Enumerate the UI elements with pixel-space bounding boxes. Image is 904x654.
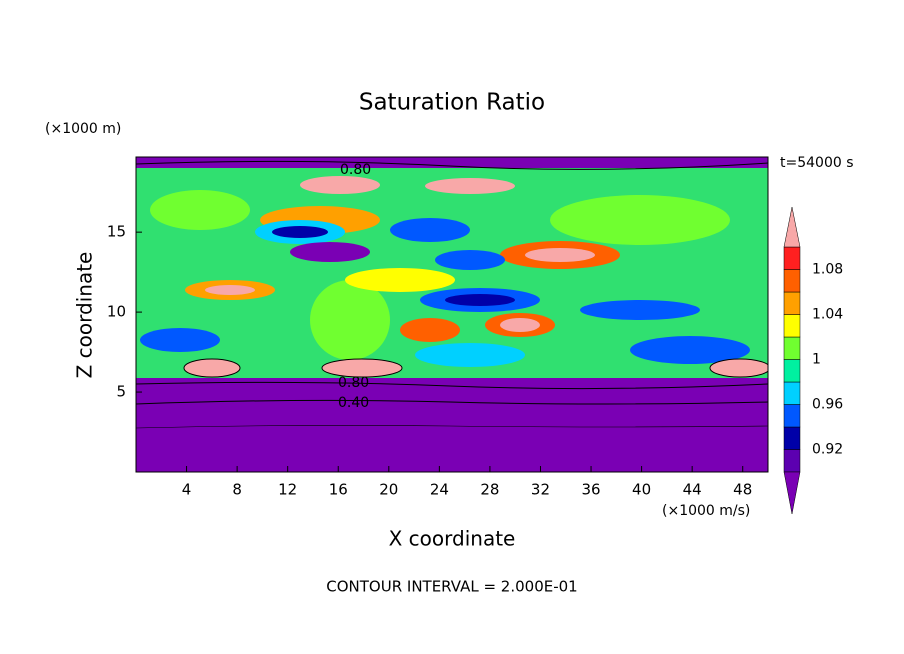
field-blob [445, 294, 515, 306]
x-tick-label: 36 [581, 481, 600, 499]
field-blob [310, 280, 390, 360]
field-blob [415, 343, 525, 367]
colorbar-tick-label: 1.08 [812, 262, 843, 278]
field-blob [709, 358, 768, 378]
x-tick-label: 28 [480, 481, 499, 499]
colorbar-under [783, 471, 801, 515]
colorbar-band [783, 404, 801, 428]
field-blob [390, 218, 470, 242]
y-tick-label: 10 [107, 303, 126, 321]
field-blob [500, 318, 540, 332]
field-blob [150, 190, 250, 230]
field-blob [272, 226, 328, 238]
colorbar-band [783, 269, 801, 293]
plot-frame [135, 156, 769, 473]
x-tick-label: 8 [232, 481, 242, 499]
field-blob [435, 250, 505, 270]
field-blob [300, 176, 380, 194]
field-blob [550, 195, 730, 245]
colorbar-band [783, 359, 801, 383]
x-tick-label: 40 [632, 481, 651, 499]
contour-label: 0.80 [338, 375, 369, 391]
field-blob [400, 318, 460, 342]
colorbar-band [783, 426, 801, 450]
contour-label: 0.40 [338, 395, 369, 411]
colorbar-band [783, 336, 801, 360]
field-blob [290, 242, 370, 262]
contour-line [136, 425, 768, 429]
y-tick-label: 5 [116, 383, 126, 401]
colorbar-tick-label: 1.04 [812, 307, 843, 323]
colorbar-band [783, 449, 801, 473]
contour-line [136, 160, 768, 170]
time-label: t=54000 s [780, 155, 854, 171]
y-axis-label: Z coordinate [73, 252, 97, 379]
colorbar-band [783, 291, 801, 315]
x-unit: (×1000 m/s) [662, 503, 750, 519]
contour-line [136, 381, 768, 390]
y-unit: (×1000 m) [45, 121, 121, 137]
contour-line [136, 399, 768, 405]
x-tick-label: 4 [182, 481, 192, 499]
x-axis-label: X coordinate [389, 527, 516, 551]
x-tick-label: 12 [278, 481, 297, 499]
colorbar-over [783, 206, 801, 248]
field-blob [580, 300, 700, 320]
y-tick-label: 15 [107, 223, 126, 241]
field-blob [630, 336, 750, 364]
field-blob [345, 268, 455, 292]
x-tick-label: 16 [329, 481, 348, 499]
colorbar-band [783, 381, 801, 405]
contour-field [136, 157, 768, 472]
colorbar-band [783, 246, 801, 270]
field-blob [425, 178, 515, 194]
colorbar-tick-label: 0.92 [812, 442, 843, 458]
contour-label: 0.80 [340, 162, 371, 178]
x-tick-label: 48 [733, 481, 752, 499]
colorbar-tick-label: 1 [812, 352, 821, 368]
chart-title: Saturation Ratio [359, 90, 545, 116]
footer-note: CONTOUR INTERVAL = 2.000E-01 [326, 578, 577, 596]
field-blob [205, 285, 255, 295]
x-tick-label: 32 [531, 481, 550, 499]
x-tick-label: 44 [683, 481, 702, 499]
x-tick-label: 24 [430, 481, 449, 499]
field-blob [140, 328, 220, 352]
field-blob [525, 248, 595, 262]
colorbar-tick-label: 0.96 [812, 397, 843, 413]
x-tick-label: 20 [379, 481, 398, 499]
field-blob [321, 358, 403, 378]
colorbar-band [783, 314, 801, 338]
field-blob [183, 358, 241, 378]
